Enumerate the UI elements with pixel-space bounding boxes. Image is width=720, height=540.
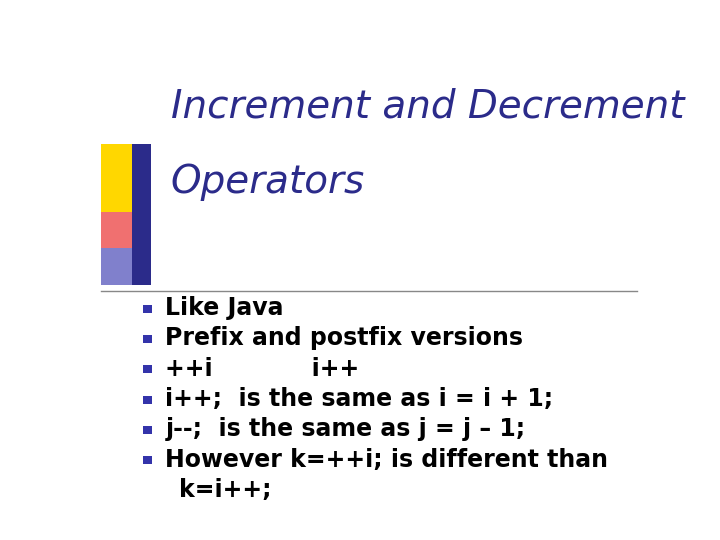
Text: k=i++;: k=i++; — [179, 478, 271, 502]
Text: Prefix and postfix versions: Prefix and postfix versions — [166, 326, 523, 350]
Bar — [143, 456, 152, 464]
Bar — [101, 248, 132, 285]
Bar — [143, 305, 152, 313]
Text: However k=++i; is different than: However k=++i; is different than — [166, 448, 608, 472]
Bar — [143, 396, 152, 404]
Bar — [143, 335, 152, 343]
Text: Increment and Decrement: Increment and Decrement — [171, 87, 685, 126]
Text: ++i            i++: ++i i++ — [166, 357, 359, 381]
Text: i++;  is the same as i = i + 1;: i++; is the same as i = i + 1; — [166, 387, 554, 411]
Bar — [132, 144, 151, 285]
Bar — [143, 426, 152, 434]
Bar — [101, 212, 151, 285]
Text: j--;  is the same as j = j – 1;: j--; is the same as j = j – 1; — [166, 417, 526, 442]
Text: Like Java: Like Java — [166, 296, 284, 320]
Bar — [101, 144, 143, 223]
Bar — [143, 366, 152, 373]
Text: Operators: Operators — [171, 163, 365, 200]
